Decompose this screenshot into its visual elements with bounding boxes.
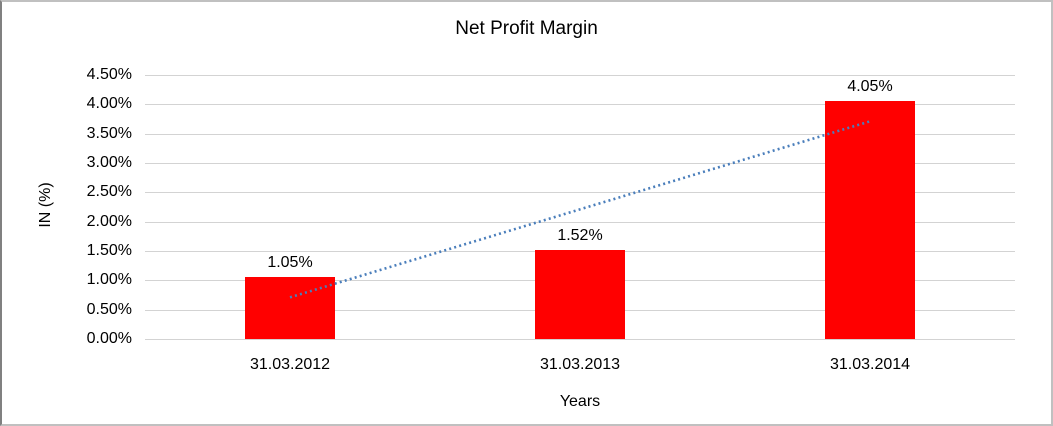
gridline: [145, 221, 1015, 223]
y-tick-label: 3.50%: [86, 124, 132, 142]
x-tick-label: 31.03.2014: [829, 356, 911, 373]
trendline: [289, 120, 871, 299]
gridline: [145, 192, 1015, 194]
bar: [535, 249, 625, 339]
data-label: 1.05%: [267, 254, 313, 272]
y-tick-label: 4.50%: [86, 66, 132, 83]
y-tick-label: 2.00%: [86, 212, 132, 230]
x-axis-title: Years: [559, 393, 601, 410]
data-label: 4.05%: [847, 78, 893, 96]
y-tick-label: 1.00%: [86, 271, 132, 289]
bar: [825, 101, 915, 339]
gridline: [145, 339, 1015, 340]
x-tick-label: 31.03.2012: [249, 356, 331, 373]
gridline: [145, 133, 1015, 135]
y-tick-label: 0.00%: [86, 330, 132, 347]
gridline: [145, 75, 1015, 76]
y-tick-label: 2.50%: [86, 183, 132, 201]
y-tick-label: 3.00%: [86, 154, 132, 171]
data-label: 1.52%: [557, 226, 603, 244]
chart-title: Net Profit Margin: [455, 18, 598, 39]
gridline: [145, 104, 1015, 106]
plot-area: 1.05% 1.52% 4.05%: [145, 75, 1015, 340]
x-tick-label: 31.03.2013: [539, 356, 621, 373]
y-tick-label: 0.50%: [86, 300, 132, 318]
y-tick-label: 1.50%: [86, 242, 132, 259]
y-tick-label: 4.00%: [86, 95, 132, 113]
gridline: [145, 163, 1015, 164]
